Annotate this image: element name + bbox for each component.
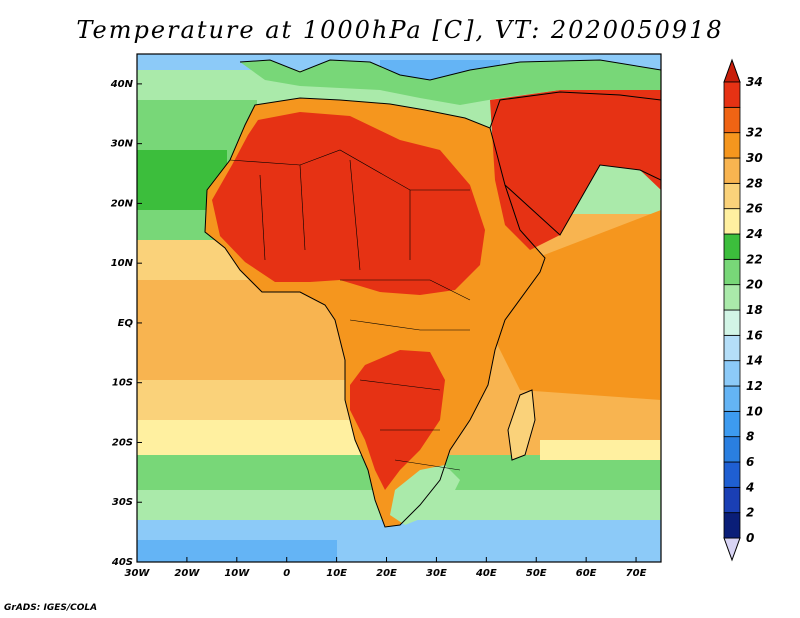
colorbar-label: 8	[746, 430, 754, 444]
colorbar-bottom-arrow	[723, 537, 741, 562]
colorbar-swatch	[723, 461, 741, 488]
colorbar-label: 28	[746, 176, 763, 190]
colorbar-swatch	[723, 512, 741, 539]
colorbar-label: 16	[746, 328, 763, 342]
colorbar-swatch	[723, 360, 741, 387]
colorbar-swatch	[723, 385, 741, 412]
lon-tick-label: 20W	[174, 568, 200, 579]
colorbar-label: 12	[746, 379, 763, 393]
coastlines	[204, 59, 661, 528]
map-title: Temperature at 1000hPa [C], VT: 20200509…	[76, 16, 724, 44]
colorbar-label: 24	[746, 227, 763, 241]
europe-land	[240, 60, 661, 105]
colorbar-swatch	[723, 81, 741, 108]
lon-tick-label: 70E	[626, 568, 647, 579]
colorbar-label: 10	[746, 404, 763, 418]
colorbar-swatch	[723, 258, 741, 286]
lon-tick-label: 30E	[426, 568, 447, 579]
south-africa-cool	[390, 465, 460, 525]
colorbar-swatch	[723, 106, 741, 134]
colorbar-label: 20	[746, 278, 763, 292]
lat-tick-label: 10N	[111, 258, 134, 269]
colorbar-label: 22	[746, 252, 763, 266]
colorbar-label: 32	[746, 126, 763, 140]
colorbar-label: 0	[746, 531, 754, 545]
colorbar-label: 14	[746, 354, 763, 368]
lon-tick-label: 40E	[475, 568, 497, 579]
east-ocean-warm	[495, 210, 661, 400]
colorbar-swatch	[723, 233, 741, 260]
colorbar-label: 18	[746, 303, 763, 317]
lat-tick-label: 30N	[111, 139, 134, 150]
colorbar-swatch	[723, 410, 741, 438]
lat-tick-label: EQ	[118, 318, 134, 329]
lon-tick-label: 30W	[125, 568, 151, 579]
grads-credit: GrADS: IGES/COLA	[4, 603, 98, 613]
sahara-hot	[212, 112, 485, 295]
lat-tick-label: 20N	[111, 198, 134, 209]
temperature-field	[137, 54, 661, 562]
colorbar-swatch	[723, 284, 741, 311]
lon-tick-label: 10W	[224, 568, 250, 579]
lon-tick-label: 0	[283, 568, 290, 579]
colorbar-label: 6	[746, 455, 754, 469]
colorbar-label: 2	[746, 506, 754, 520]
plot-frame	[136, 53, 662, 563]
lon-tick-label: 10E	[326, 568, 347, 579]
lat-tick-label: 20S	[112, 437, 133, 448]
colorbar-swatch	[723, 486, 741, 514]
colorbar-label: 34	[746, 75, 763, 89]
lon-tick-label: 20E	[376, 568, 397, 579]
colorbar-swatch	[723, 157, 741, 184]
south-hot	[350, 350, 445, 490]
longitude-axis: 30W 20W 10W 0 10E 20E 30E 40E 50E 60E 70E	[125, 557, 647, 579]
lat-tick-label: 40N	[110, 79, 134, 90]
lat-tick-label: 30S	[112, 497, 133, 508]
lat-tick-label: 40S	[111, 557, 133, 568]
colorbar-swatch	[723, 436, 741, 463]
lat-tick-label: 10S	[112, 378, 133, 389]
colorbar-top-arrow	[723, 58, 741, 83]
colorbar-swatch	[723, 208, 741, 235]
colorbar-swatch	[723, 132, 741, 159]
colorbar-swatch	[723, 334, 741, 362]
colorbar-label: 4	[745, 480, 754, 494]
colorbar-swatch	[723, 309, 741, 336]
lon-tick-label: 50E	[526, 568, 547, 579]
lon-tick-label: 60E	[576, 568, 597, 579]
colorbar-swatch	[723, 182, 741, 210]
country-borders	[229, 149, 471, 471]
latitude-axis: 40N 30N 20N 10N EQ 10S 20S 30S 40S	[110, 79, 142, 568]
colorbar-label: 30	[746, 151, 763, 165]
colorbar-label: 26	[746, 202, 763, 216]
